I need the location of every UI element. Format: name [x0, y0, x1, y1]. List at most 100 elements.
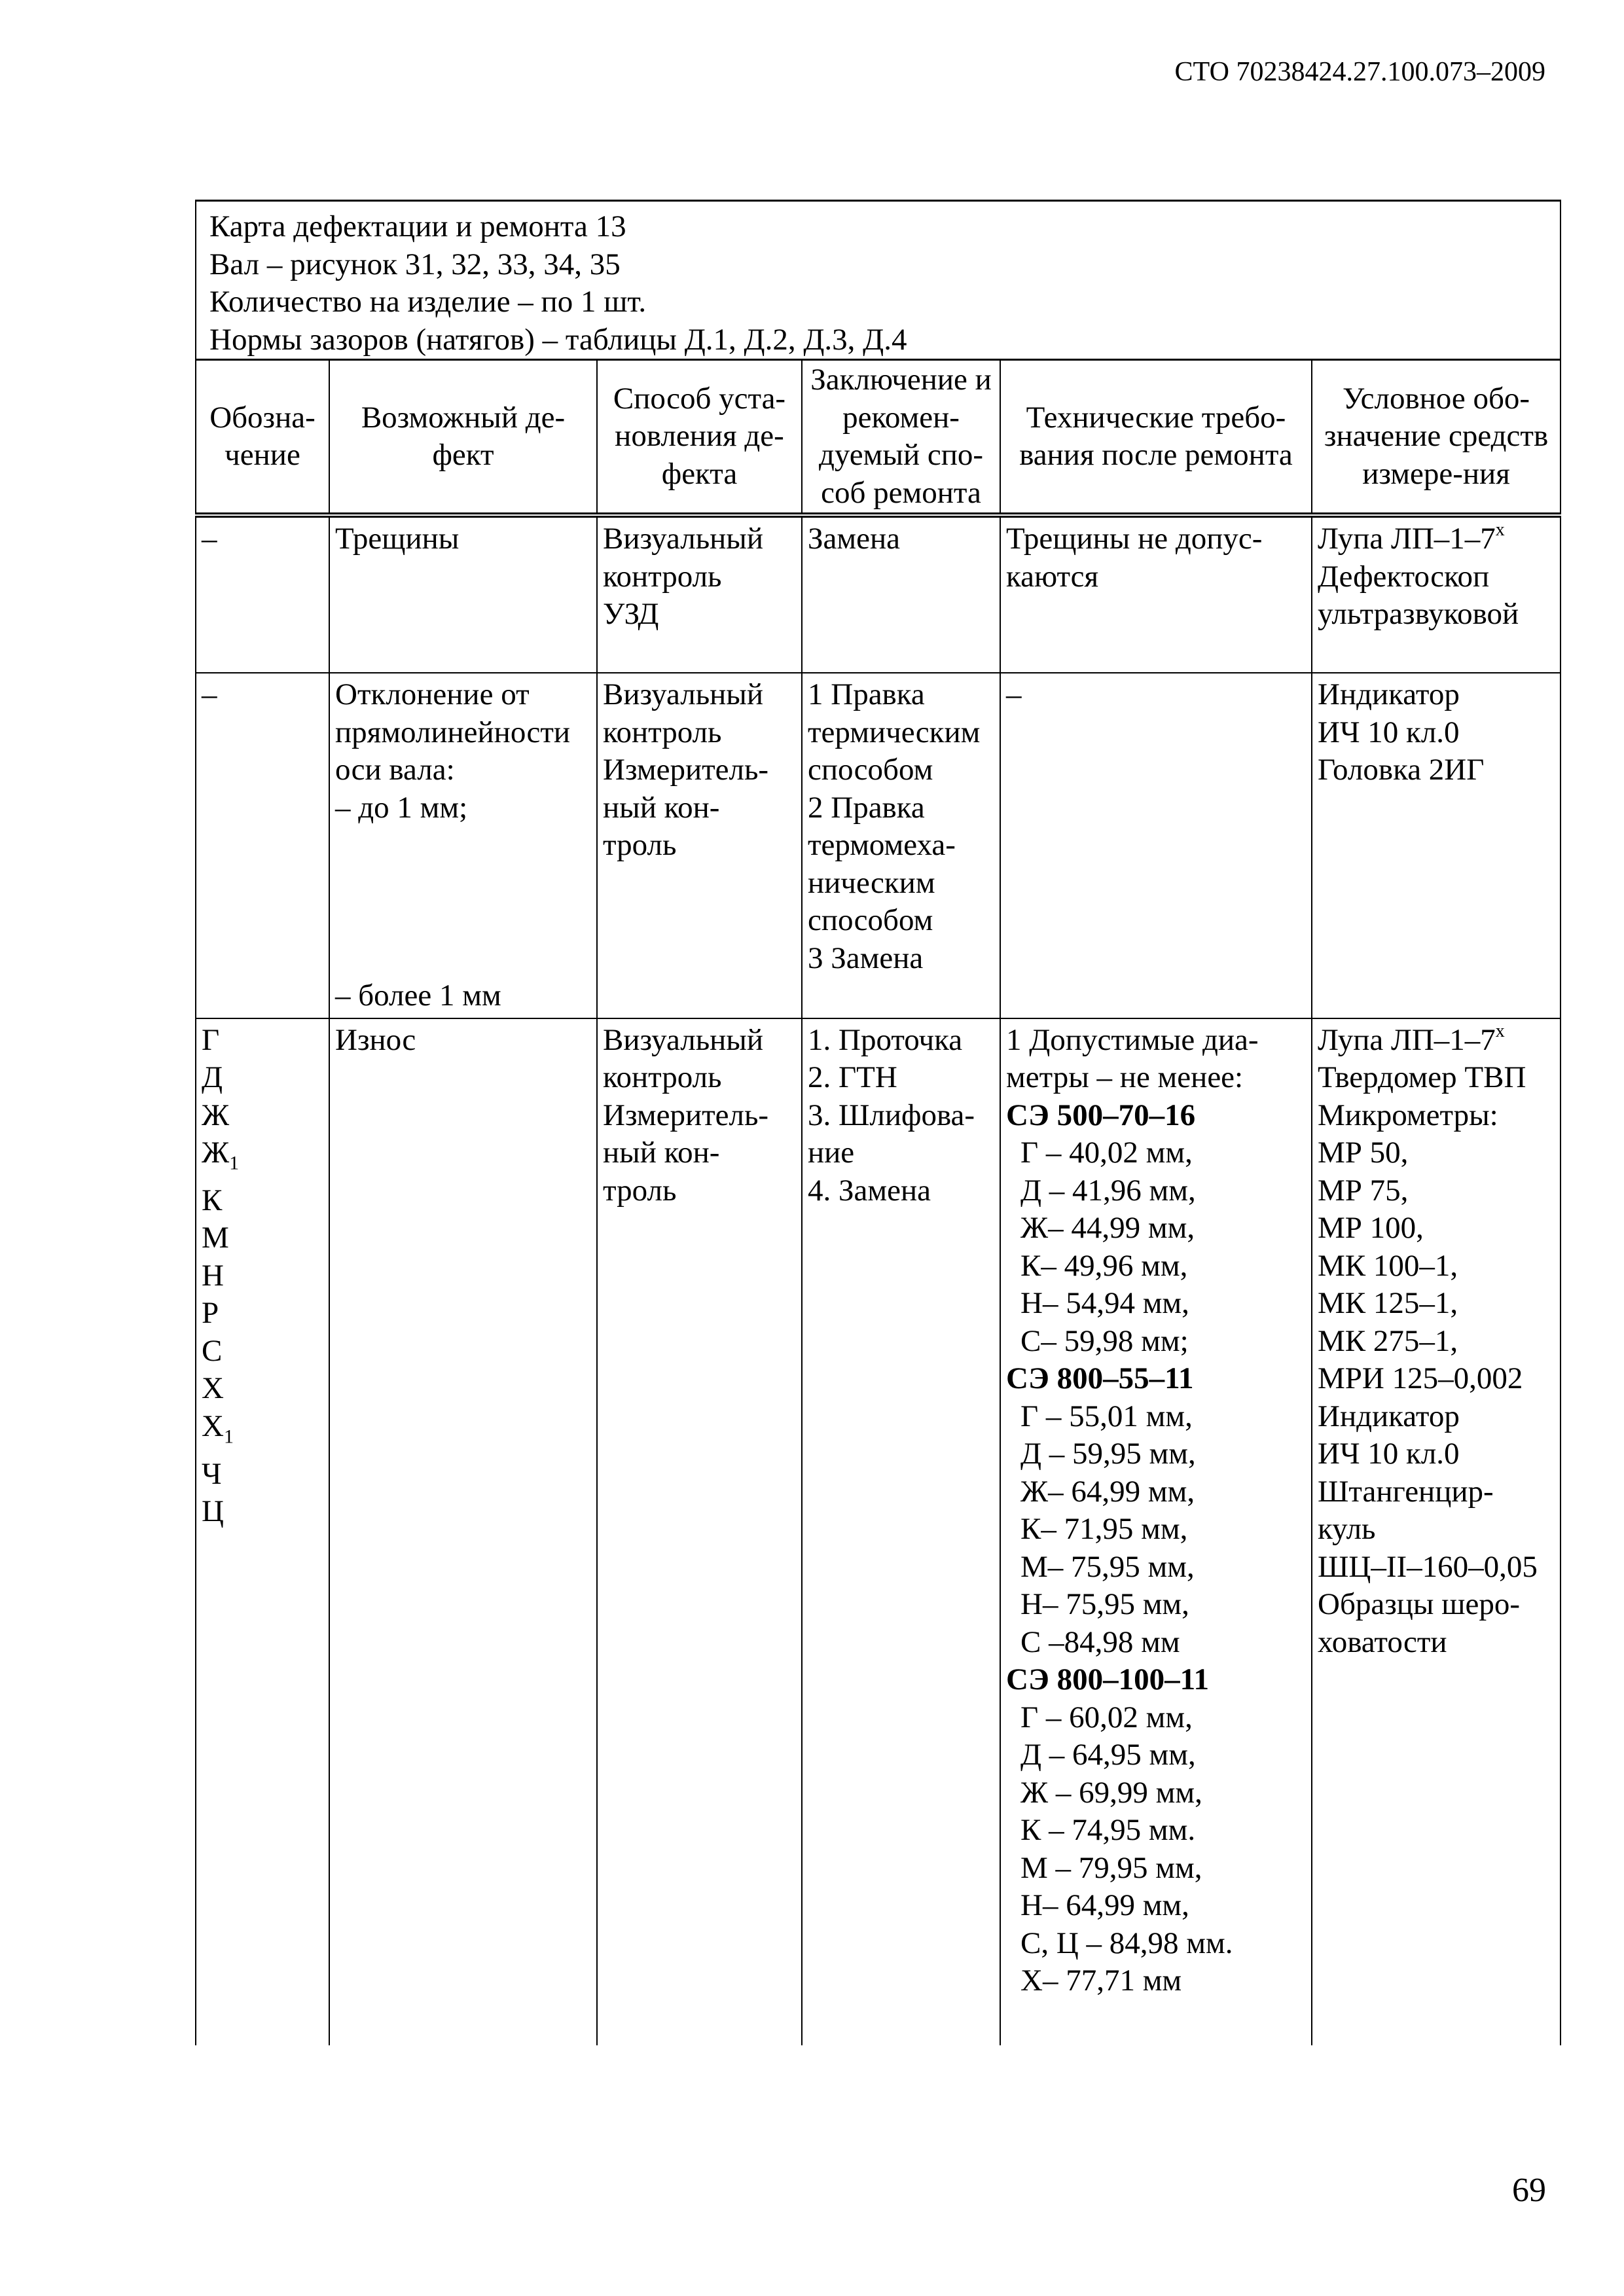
- designation-line: Ч: [202, 1456, 222, 1491]
- cell-repair: 1 Правка термическим способом 2 Правка термо…: [801, 673, 1001, 1019]
- text-line: МР 100,: [1318, 1211, 1424, 1245]
- table-row: Г Д Ж Ж1 К М Н Р С Х Х1 Ч Ц Износ Визуальный контроль…: [195, 1018, 1562, 2045]
- text-line: термическим: [808, 715, 981, 749]
- designation-line: Ц: [202, 1494, 224, 1529]
- text-line: 1. Проточка: [808, 1022, 963, 1057]
- text-line: контроль: [603, 1060, 722, 1094]
- column-header: Условное обо-значение средств измере-ния: [1310, 359, 1562, 518]
- subscript: 1: [223, 1426, 234, 1448]
- diameter-value: Д – 64,95 мм,: [1020, 1738, 1196, 1772]
- text-line: троль: [603, 1173, 677, 1208]
- cell-requirements: Трещины не допус-каются: [1000, 515, 1312, 673]
- text-line: каются: [1006, 559, 1099, 594]
- text-line: способом: [808, 753, 933, 787]
- text-line: Измеритель-: [603, 753, 769, 787]
- text-line: Индикатор: [1318, 1399, 1460, 1433]
- cell-defect: Отклонение от прямолинейности оси вала: – д…: [329, 673, 598, 1019]
- card-norms: Нормы зазоров (натягов) – таблицы Д.1, Д…: [209, 322, 907, 357]
- card-part: Вал – рисунок 31, 32, 33, 34, 35: [209, 247, 621, 281]
- diameter-value: С –84,98 мм: [1020, 1624, 1180, 1659]
- text-line: Лупа ЛП–1–7х: [1318, 520, 1505, 556]
- diameter-value: М– 75,95 мм,: [1020, 1549, 1195, 1584]
- diameter-value: С– 59,98 мм;: [1020, 1323, 1189, 1358]
- text-line: МК 125–1,: [1318, 1286, 1458, 1320]
- cell-designation: –: [195, 673, 330, 1019]
- model-heading: СЭ 500–70–16: [1006, 1098, 1196, 1132]
- designation-line: Ж: [202, 1098, 230, 1132]
- diameter-value: Х– 77,71 мм: [1020, 1964, 1182, 1998]
- text-line: Микрометры:: [1318, 1098, 1498, 1132]
- text-line: Визуальный: [603, 1022, 764, 1057]
- text-line: Визуальный: [603, 522, 764, 556]
- text-line: Дефектоскоп: [1318, 559, 1490, 594]
- text-line: термомеха-: [808, 828, 956, 862]
- text-line: Образцы шеро-: [1318, 1587, 1520, 1621]
- diameter-value: Г – 40,02 мм,: [1020, 1136, 1193, 1170]
- column-header: Технические требо-вания после ремонта: [1000, 359, 1312, 518]
- designation-line: Г: [202, 1022, 220, 1057]
- designation-line: С: [202, 1333, 223, 1368]
- column-header-row: Обозна-чение Возможный де-фект Способ ус…: [195, 359, 1562, 518]
- page-number: 69: [1512, 2172, 1546, 2209]
- cell-designation: –: [195, 515, 330, 673]
- text-line: – до 1 мм;: [335, 790, 468, 825]
- cell-method: Визуальный контроль Измеритель-ный кон-тро…: [596, 673, 803, 1019]
- diameter-value: К– 71,95 мм,: [1020, 1512, 1188, 1546]
- text-line: МР 75,: [1318, 1173, 1409, 1208]
- model-heading: СЭ 800–100–11: [1006, 1662, 1209, 1696]
- text-line: Трещины: [335, 522, 460, 556]
- diameter-value: Д – 41,96 мм,: [1020, 1173, 1196, 1208]
- text-line: ультразвуковой: [1318, 597, 1519, 631]
- cell-tools: Лупа ЛП–1–7х Твердомер ТВП Микрометры: МР 5…: [1310, 1018, 1562, 2045]
- text-line: оси вала:: [335, 753, 455, 787]
- cell-tools: Лупа ЛП–1–7х Дефектоскоп ультразвуковой: [1310, 515, 1562, 673]
- card-info-row: Карта дефектации и ремонта 13 Вал – рису…: [194, 200, 1562, 361]
- diameter-value: М – 79,95 мм,: [1020, 1850, 1202, 1885]
- diameter-value: Д – 59,95 мм,: [1020, 1437, 1196, 1471]
- document-code: СТО 70238424.27.100.073–2009: [1174, 57, 1545, 87]
- designation-line: Х: [202, 1371, 224, 1406]
- text-line: МРИ 125–0,002: [1318, 1361, 1523, 1395]
- text-line: куль: [1318, 1512, 1376, 1546]
- text-line: ническим: [808, 865, 935, 900]
- cell-requirements: –: [1000, 673, 1312, 1019]
- text-line: ШЦ–II–160–0,05: [1318, 1549, 1538, 1584]
- cell-repair: Замена: [801, 515, 1001, 673]
- column-header: Обозна-чение: [195, 359, 330, 518]
- designation-line: Н: [202, 1258, 224, 1293]
- cell-method: Визуальный контроль УЗД: [596, 515, 803, 673]
- cell-method: Визуальный контроль Измеритель-ный кон-тро…: [596, 1018, 803, 2045]
- subscript: 1: [229, 1152, 240, 1174]
- text-line: метры – не менее:: [1006, 1060, 1244, 1094]
- text-line: Визуальный: [603, 677, 764, 711]
- diameter-value: Н– 64,99 мм,: [1020, 1888, 1189, 1922]
- designation-line: Д: [202, 1060, 223, 1094]
- cell-requirements: 1 Допустимые диа-метры – не менее: СЭ 500…: [1000, 1018, 1312, 2045]
- text-line: Трещины не допус-: [1006, 522, 1263, 556]
- diameter-value: Ж – 69,99 мм,: [1020, 1775, 1202, 1810]
- text-line: МК 100–1,: [1318, 1248, 1458, 1283]
- column-header: Возможный де-фект: [329, 359, 598, 518]
- text-line: 3. Шлифова-: [808, 1098, 975, 1132]
- cell-designation: Г Д Ж Ж1 К М Н Р С Х Х1 Ч Ц: [195, 1018, 330, 2045]
- diameter-value: Г – 60,02 мм,: [1020, 1700, 1193, 1734]
- designation-line: Ж1: [202, 1136, 240, 1174]
- text-line: Замена: [808, 522, 901, 556]
- diameter-value: Ж– 64,99 мм,: [1020, 1474, 1195, 1509]
- text-line: Измеритель-: [603, 1098, 769, 1132]
- text-line: ИЧ 10 кл.0: [1318, 1437, 1460, 1471]
- text-line: ние: [808, 1136, 855, 1170]
- text-line: Штангенцир-: [1318, 1474, 1494, 1509]
- text-line: ный кон-: [603, 790, 720, 825]
- text-line: Износ: [335, 1022, 416, 1057]
- diameter-value: С, Ц – 84,98 мм.: [1020, 1926, 1233, 1960]
- text-line: –: [202, 522, 217, 556]
- column-header: Способ уста-новления де-фекта: [596, 359, 803, 518]
- card-title: Карта дефектации и ремонта 13: [209, 209, 626, 243]
- text-line: –: [202, 677, 217, 711]
- text-line: Твердомер ТВП: [1318, 1060, 1526, 1094]
- card-info: Карта дефектации и ремонта 13 Вал – рису…: [194, 200, 1562, 361]
- text-line: МК 275–1,: [1318, 1323, 1458, 1358]
- text-line: Отклонение от: [335, 677, 530, 711]
- text-line: Лупа ЛП–1–7х: [1318, 1020, 1505, 1057]
